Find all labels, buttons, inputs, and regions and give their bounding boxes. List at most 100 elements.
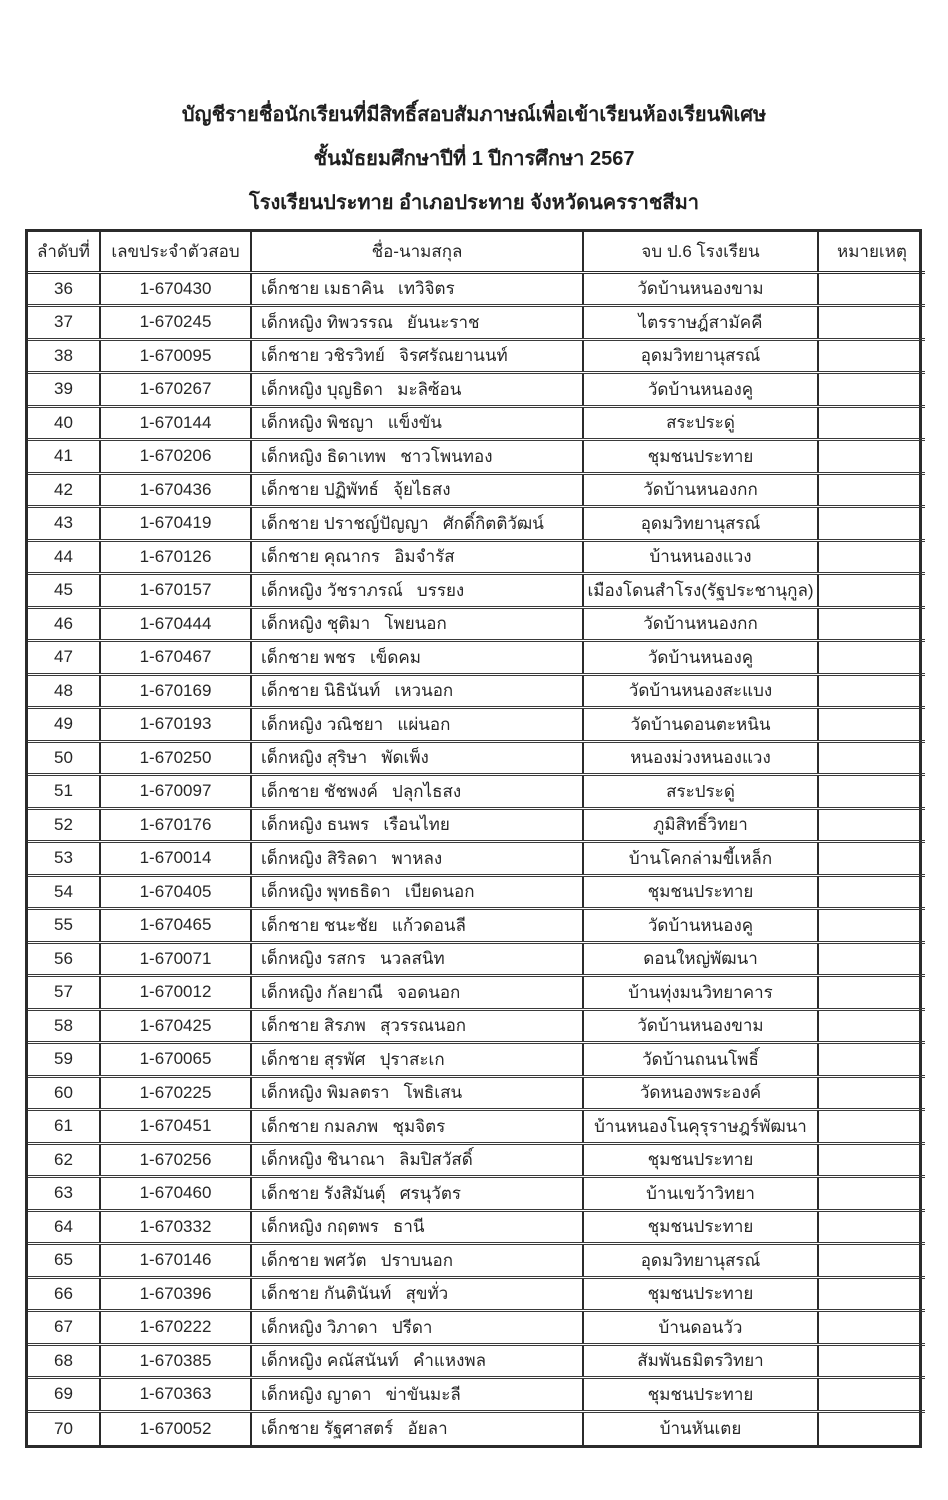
cell-remark (817, 506, 925, 542)
table-row: 57 1-670012 เด็กหญิง กัลยาณี จอดนอก บ้าน… (28, 975, 925, 1011)
cell-name: เด็กชาย กันตินันท์ สุขทั่ว (250, 1277, 583, 1312)
cell-no: 62 (28, 1143, 100, 1178)
cell-name: เด็กหญิง สุริษา พัดเพ็ง (250, 741, 583, 776)
cell-remark (817, 1344, 925, 1379)
table-row: 64 1-670332 เด็กหญิง กฤตพร ธานี ชุมชนประ… (28, 1210, 925, 1245)
cell-exam-id: 1-670460 (99, 1176, 251, 1212)
cell-exam-id: 1-670222 (99, 1310, 251, 1346)
table-row: 48 1-670169 เด็กชาย นิธินันท์ เหวนอก วัด… (28, 674, 925, 709)
column-header-exam-id: เลขประจำตัวสอบ (99, 232, 251, 274)
cell-remark (817, 1411, 925, 1445)
cell-name: เด็กหญิง ชินาณา ลิมปิสวัสดิ์ (250, 1143, 583, 1178)
table-row: 43 1-670419 เด็กชาย ปราชญ์ปัญญา ศักดิ์กิ… (28, 506, 925, 542)
cell-exam-id: 1-670097 (99, 774, 251, 810)
cell-school: อุดมวิทยานุสรณ์ (582, 339, 818, 374)
cell-school: วัดบ้านหนองคู (582, 372, 818, 408)
cell-school: ชุมชนประทาย (582, 1143, 818, 1178)
cell-name: เด็กหญิง พุทธธิดา เบียดนอก (250, 875, 583, 910)
cell-no: 60 (28, 1076, 100, 1111)
cell-exam-id: 1-670430 (99, 272, 251, 307)
cell-remark (817, 741, 925, 776)
cell-name: เด็กชาย วชิรวิทย์ จิรศรัณยานนท์ (250, 339, 583, 374)
cell-exam-id: 1-670176 (99, 808, 251, 843)
cell-name: เด็กหญิง คณัสนันท์ คำแหงพล (250, 1344, 583, 1379)
cell-exam-id: 1-670012 (99, 975, 251, 1011)
cell-no: 65 (28, 1243, 100, 1279)
cell-no: 49 (28, 707, 100, 743)
table-row: 41 1-670206 เด็กหญิง ธิดาเทพ ชาวโพนทอง ช… (28, 439, 925, 475)
cell-exam-id: 1-670385 (99, 1344, 251, 1379)
cell-name: เด็กชาย ชัชพงค์ ปลุกไธสง (250, 774, 583, 810)
cell-school: ดอนใหญ่พัฒนา (582, 942, 818, 977)
cell-no: 66 (28, 1277, 100, 1312)
cell-no: 41 (28, 439, 100, 475)
cell-name: เด็กหญิง ชุติมา โพยนอก (250, 607, 583, 642)
cell-remark (817, 573, 925, 609)
cell-school: วัดบ้านหนองสะแบง (582, 674, 818, 709)
cell-exam-id: 1-670225 (99, 1076, 251, 1111)
cell-name: เด็กหญิง พิมลตรา โพธิเสน (250, 1076, 583, 1111)
cell-exam-id: 1-670396 (99, 1277, 251, 1312)
table-row: 59 1-670065 เด็กชาย สุรพัศ ปุราสะเก วัดบ… (28, 1042, 925, 1078)
cell-no: 55 (28, 908, 100, 944)
cell-no: 45 (28, 573, 100, 609)
table-row: 46 1-670444 เด็กหญิง ชุติมา โพยนอก วัดบ้… (28, 607, 925, 642)
cell-remark (817, 1277, 925, 1312)
cell-school: วัดบ้านหนองกก (582, 473, 818, 508)
cell-name: เด็กชาย พศวัต ปราบนอก (250, 1243, 583, 1279)
cell-exam-id: 1-670444 (99, 607, 251, 642)
column-header-no: ลำดับที่ (28, 232, 100, 274)
cell-remark (817, 607, 925, 642)
table-body: 36 1-670430 เด็กชาย เมธาคิน เทวิจิตร วัด… (28, 272, 925, 1445)
cell-name: เด็กหญิง กฤตพร ธานี (250, 1210, 583, 1245)
cell-exam-id: 1-670436 (99, 473, 251, 508)
cell-no: 53 (28, 841, 100, 877)
table-row: 49 1-670193 เด็กหญิง วณิชยา แผ่นอก วัดบ้… (28, 707, 925, 743)
table-row: 52 1-670176 เด็กหญิง ธนพร เรือนไทย ภูมิส… (28, 808, 925, 843)
cell-remark (817, 406, 925, 441)
cell-remark (817, 774, 925, 810)
column-header-remark: หมายเหตุ (817, 232, 925, 274)
table-header: ลำดับที่ เลขประจำตัวสอบ ชื่อ-นามสกุล จบ … (28, 232, 925, 274)
cell-remark (817, 640, 925, 676)
cell-school: บ้านหันเตย (582, 1411, 818, 1445)
cell-remark (817, 1176, 925, 1212)
cell-school: บ้านเขว้าวิทยา (582, 1176, 818, 1212)
cell-school: สระประดู่ (582, 774, 818, 810)
cell-name: เด็กชาย คุณากร อิมจำรัส (250, 540, 583, 575)
column-header-school: จบ ป.6 โรงเรียน (582, 232, 818, 274)
cell-name: เด็กหญิง ทิพวรรณ ยันนะราช (250, 305, 583, 341)
cell-no: 67 (28, 1310, 100, 1346)
cell-name: เด็กหญิง พิชญา แข็งขัน (250, 406, 583, 441)
table-row: 56 1-670071 เด็กหญิง รสกร นวลสนิท ดอนใหญ… (28, 942, 925, 977)
table-row: 47 1-670467 เด็กชาย พชร เข็ดคม วัดบ้านหน… (28, 640, 925, 676)
cell-no: 59 (28, 1042, 100, 1078)
cell-remark (817, 808, 925, 843)
cell-no: 61 (28, 1109, 100, 1145)
table-row: 45 1-670157 เด็กหญิง วัชราภรณ์ บรรยง เมื… (28, 573, 925, 609)
cell-school: บ้านหนองโนคุรุราษฎร์พัฒนา (582, 1109, 818, 1145)
cell-exam-id: 1-670206 (99, 439, 251, 475)
cell-school: ชุมชนประทาย (582, 1210, 818, 1245)
cell-no: 69 (28, 1377, 100, 1413)
cell-no: 46 (28, 607, 100, 642)
cell-school: สัมพันธมิตรวิทยา (582, 1344, 818, 1379)
table-row: 44 1-670126 เด็กชาย คุณากร อิมจำรัส บ้าน… (28, 540, 925, 575)
cell-exam-id: 1-670071 (99, 942, 251, 977)
cell-name: เด็กหญิง ธนพร เรือนไทย (250, 808, 583, 843)
cell-no: 52 (28, 808, 100, 843)
cell-remark (817, 1009, 925, 1044)
cell-exam-id: 1-670467 (99, 640, 251, 676)
table-row: 38 1-670095 เด็กชาย วชิรวิทย์ จิรศรัณยาน… (28, 339, 925, 374)
cell-name: เด็กชาย พชร เข็ดคม (250, 640, 583, 676)
doc-title: บัญชีรายชื่อนักเรียนที่มีสิทธิ์สอบสัมภาษ… (181, 104, 767, 126)
table-row: 36 1-670430 เด็กชาย เมธาคิน เทวิจิตร วัด… (28, 272, 925, 307)
cell-remark (817, 339, 925, 374)
cell-exam-id: 1-670451 (99, 1109, 251, 1145)
cell-no: 44 (28, 540, 100, 575)
cell-school: อุดมวิทยานุสรณ์ (582, 1243, 818, 1279)
cell-school: วัดบ้านดอนตะหนิน (582, 707, 818, 743)
cell-remark (817, 1109, 925, 1145)
cell-remark (817, 1042, 925, 1078)
cell-name: เด็กชาย รัฐศาสตร์ อัยลา (250, 1411, 583, 1445)
